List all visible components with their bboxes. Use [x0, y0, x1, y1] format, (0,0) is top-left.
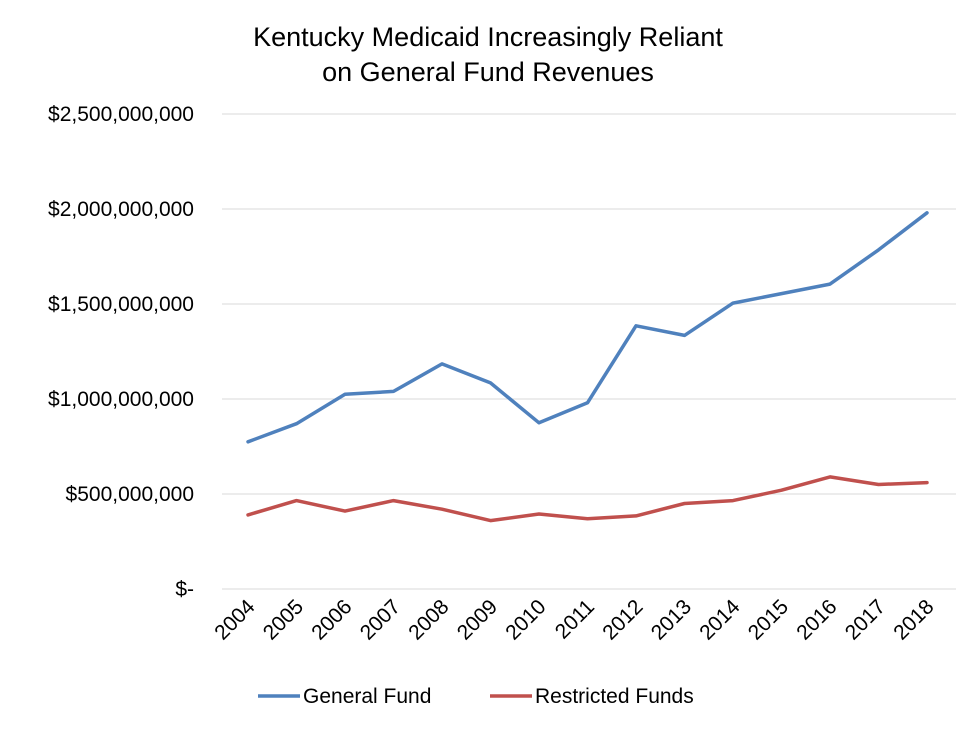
- y-tick-label: $1,000,000,000: [48, 388, 194, 411]
- y-tick-label: $500,000,000: [66, 483, 194, 506]
- x-tick-label: 2015: [744, 595, 793, 644]
- legend-label: Restricted Funds: [535, 685, 694, 708]
- x-tick-label: 2014: [695, 595, 745, 645]
- x-tick-label: 2011: [551, 595, 599, 643]
- chart-title-line-2: on General Fund Revenues: [322, 57, 654, 87]
- legend-label: General Fund: [303, 685, 431, 708]
- y-tick-label: $2,000,000,000: [48, 198, 194, 221]
- x-tick-label: 2008: [404, 595, 453, 644]
- legend: General Fund Restricted Funds: [258, 685, 694, 708]
- x-tick-label: 2006: [307, 595, 356, 644]
- x-tick-label: 2010: [501, 595, 550, 644]
- x-axis-tick-labels: 2004 2005 2006 2007 2008 2009 2010 2011 2012 2013…: [210, 595, 938, 645]
- y-tick-label: $-: [175, 578, 194, 601]
- y-tick-label: $1,500,000,000: [48, 293, 194, 316]
- chart-title-line-1: Kentucky Medicaid Increasingly Reliant: [253, 22, 723, 52]
- y-axis-tick-labels: $- $500,000,000 $1,000,000,000 $1,500,000,0…: [48, 103, 194, 601]
- series-lines: [246, 211, 929, 523]
- x-tick-label: 2004: [210, 595, 260, 645]
- series-line-general-fund: [246, 211, 929, 444]
- y-tick-label: $2,500,000,000: [48, 103, 194, 126]
- x-tick-label: 2012: [598, 595, 647, 644]
- x-tick-label: 2018: [889, 595, 938, 644]
- x-tick-label: 2013: [647, 595, 696, 644]
- x-tick-label: 2017: [841, 595, 890, 644]
- x-tick-label: 2005: [259, 595, 308, 644]
- series-line-restricted-funds: [246, 475, 929, 523]
- x-tick-label: 2009: [453, 595, 502, 644]
- x-tick-label: 2016: [792, 595, 841, 644]
- x-tick-label: 2007: [356, 595, 405, 644]
